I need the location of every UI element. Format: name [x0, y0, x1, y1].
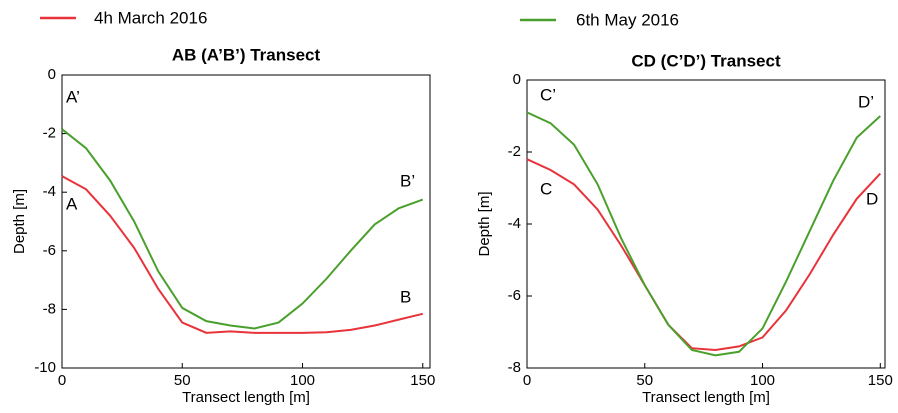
y-tick-label: 0: [48, 66, 56, 83]
annotation: C’: [540, 85, 556, 104]
plot-frame: [526, 79, 886, 369]
legend-label: 4h March 2016: [94, 8, 207, 27]
legend-label: 6th May 2016: [576, 10, 679, 29]
annotation: C: [540, 179, 552, 198]
y-axis-label: Depth [m]: [476, 191, 493, 256]
x-tick-label: 50: [174, 372, 191, 389]
y-tick-label: -8: [508, 359, 521, 376]
x-axis-label: Transect length [m]: [642, 389, 770, 406]
annotation: A’: [66, 87, 80, 106]
y-tick-label: -10: [34, 359, 56, 376]
y-tick-label: -2: [508, 143, 521, 160]
y-tick-label: -4: [43, 183, 56, 200]
x-tick-label: 150: [868, 372, 893, 389]
x-tick-label: 150: [410, 372, 435, 389]
y-tick-label: 0: [513, 71, 521, 88]
series-line: [526, 111, 881, 357]
annotation: B’: [400, 171, 415, 190]
chart-title: CD (C’D’) Transect: [631, 51, 781, 70]
annotation: A: [66, 194, 78, 213]
series-line: [61, 175, 424, 334]
x-tick-label: 50: [636, 372, 653, 389]
x-tick-label: 100: [290, 372, 315, 389]
y-tick-label: -4: [508, 215, 521, 232]
x-tick-label: 0: [523, 372, 531, 389]
annotation: D: [866, 189, 878, 208]
chart-title: AB (A’B’) Transect: [172, 45, 321, 64]
annotation: B: [400, 287, 411, 306]
series-line: [61, 128, 424, 330]
x-axis-label: Transect length [m]: [182, 389, 310, 406]
x-tick-label: 100: [750, 372, 775, 389]
annotation: D’: [858, 92, 874, 111]
y-tick-label: -6: [508, 287, 521, 304]
plot-frame: [61, 74, 431, 369]
x-tick-label: 0: [58, 372, 66, 389]
y-tick-label: -6: [43, 242, 56, 259]
y-axis-label: Depth [m]: [11, 189, 28, 254]
y-tick-label: -8: [43, 300, 56, 317]
series-line: [526, 158, 882, 352]
y-tick-label: -2: [43, 125, 56, 142]
